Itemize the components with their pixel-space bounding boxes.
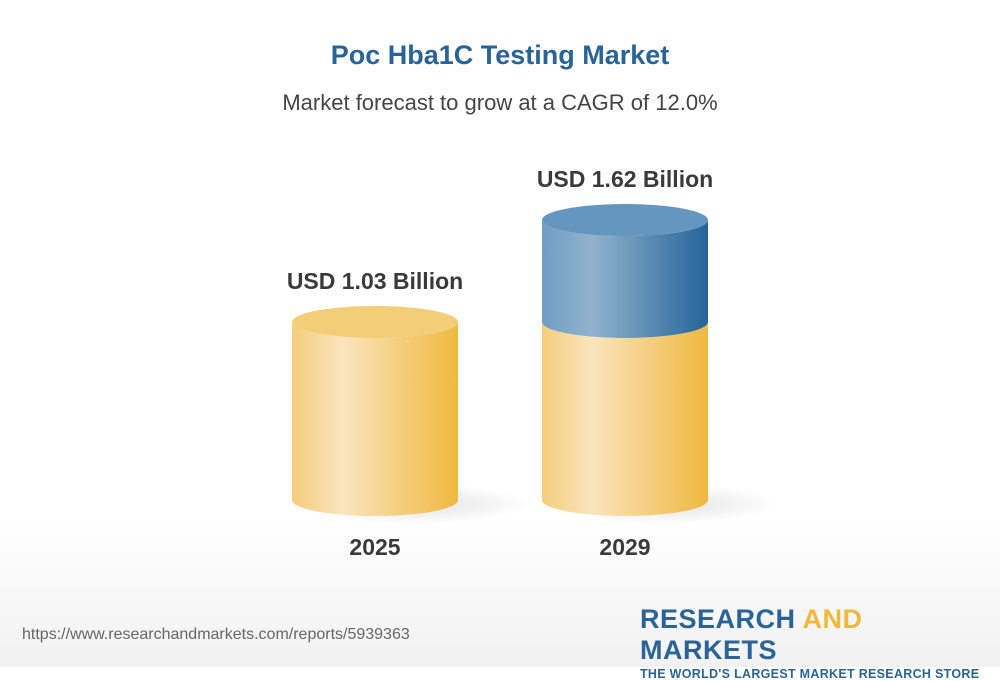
data-label: USD 1.62 Billion xyxy=(537,166,713,192)
bar-top xyxy=(292,306,458,338)
research-and-markets-logo: RESEARCH AND MARKETS THE WORLD'S LARGEST… xyxy=(640,604,980,681)
chart-title: Poc Hba1C Testing Market xyxy=(330,40,670,70)
bar-base-segment xyxy=(292,322,458,516)
chart-subtitle: Market forecast to grow at a CAGR of 12.… xyxy=(282,90,718,115)
bar-top xyxy=(542,204,708,237)
report-url[interactable]: https://www.researchandmarkets.com/repor… xyxy=(22,626,410,643)
cylinder-chart: USD 1.03 Billion 2025 USD 1.62 Billion 2029 xyxy=(287,166,778,560)
bar-base-segment xyxy=(542,322,708,516)
x-tick-label: 2025 xyxy=(349,534,400,560)
bar-growth-segment xyxy=(542,220,708,338)
x-tick-label: 2029 xyxy=(599,534,650,560)
data-label: USD 1.03 Billion xyxy=(287,268,463,294)
